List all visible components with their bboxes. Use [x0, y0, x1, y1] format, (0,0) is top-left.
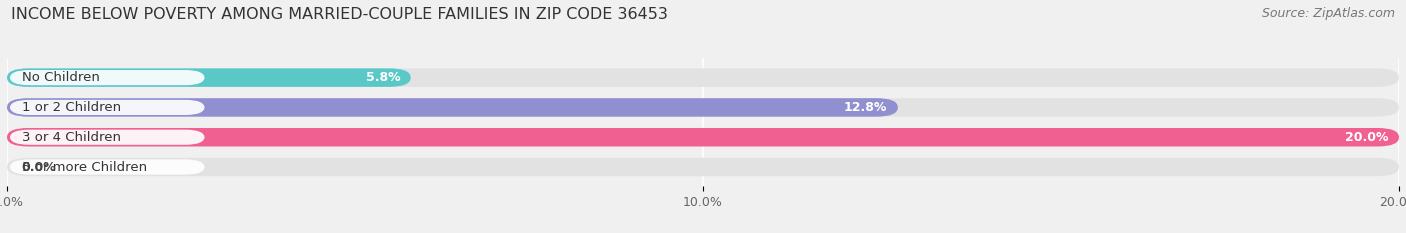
FancyBboxPatch shape	[7, 68, 1399, 87]
FancyBboxPatch shape	[10, 159, 205, 175]
FancyBboxPatch shape	[7, 98, 1399, 117]
Text: 20.0%: 20.0%	[1346, 131, 1389, 144]
FancyBboxPatch shape	[7, 68, 411, 87]
Text: 5.8%: 5.8%	[366, 71, 401, 84]
FancyBboxPatch shape	[10, 130, 205, 145]
FancyBboxPatch shape	[10, 100, 205, 115]
Text: Source: ZipAtlas.com: Source: ZipAtlas.com	[1261, 7, 1395, 20]
Text: 1 or 2 Children: 1 or 2 Children	[22, 101, 121, 114]
Text: 3 or 4 Children: 3 or 4 Children	[22, 131, 121, 144]
FancyBboxPatch shape	[7, 158, 1399, 176]
FancyBboxPatch shape	[7, 128, 1399, 147]
Text: 12.8%: 12.8%	[844, 101, 887, 114]
FancyBboxPatch shape	[10, 70, 205, 85]
Text: No Children: No Children	[22, 71, 100, 84]
Text: 5 or more Children: 5 or more Children	[22, 161, 148, 174]
FancyBboxPatch shape	[7, 98, 898, 117]
Text: INCOME BELOW POVERTY AMONG MARRIED-COUPLE FAMILIES IN ZIP CODE 36453: INCOME BELOW POVERTY AMONG MARRIED-COUPL…	[11, 7, 668, 22]
Text: 0.0%: 0.0%	[21, 161, 56, 174]
FancyBboxPatch shape	[7, 128, 1399, 147]
